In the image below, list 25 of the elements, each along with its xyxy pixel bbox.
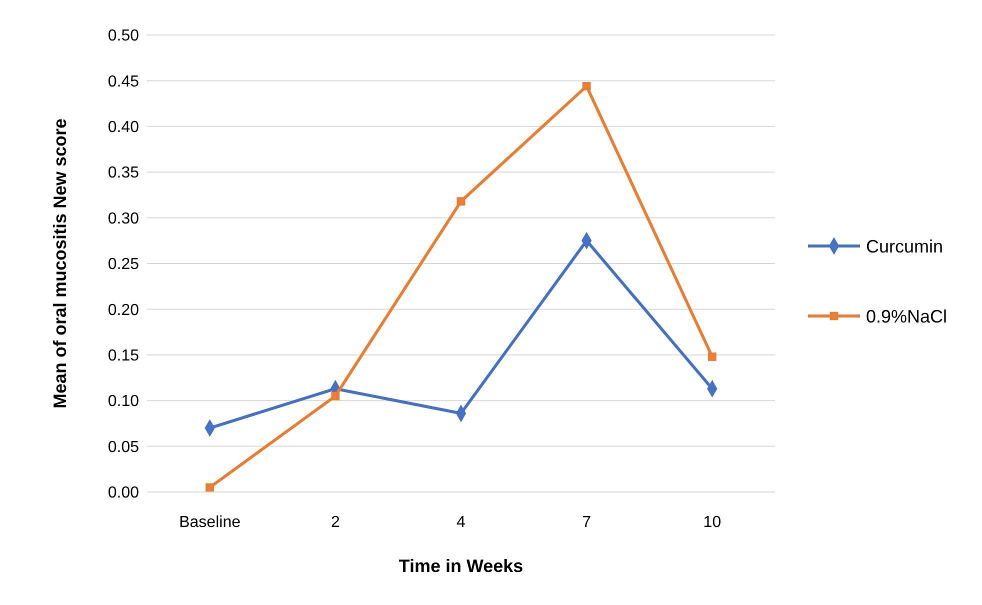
point — [331, 392, 340, 400]
point — [582, 82, 591, 90]
x-tick-label: Baseline — [179, 514, 241, 531]
point — [708, 352, 716, 361]
y-tick-label: 0.25 — [108, 256, 140, 274]
point — [456, 197, 466, 206]
y-tick-label: 0.20 — [108, 302, 140, 319]
x-tick-label: 10 — [703, 514, 722, 531]
y-tick-label: 0.00 — [108, 484, 140, 502]
y-tick-label: 0.30 — [108, 210, 140, 228]
y-tick-label: 0.50 — [108, 28, 140, 45]
legend-label: Curcumin — [866, 236, 944, 256]
x-axis-title: Time in Weeks — [398, 556, 524, 576]
x-tick-label: 4 — [456, 514, 466, 531]
y-tick-label: 0.45 — [108, 73, 140, 90]
legend-label: 0.9%NaCl — [866, 306, 948, 326]
y-tick-label: 0.15 — [108, 348, 140, 364]
y-tick-label: 0.05 — [108, 438, 140, 456]
x-tick-label: 7 — [582, 514, 592, 531]
y-tick-label: 0.40 — [108, 119, 140, 136]
point — [206, 483, 214, 492]
x-tick-label: 2 — [330, 514, 340, 531]
y-tick-label: 0.35 — [108, 164, 140, 182]
y-tick-label: 0.10 — [108, 393, 140, 410]
y-axis-title: Mean of oral mucositis New score — [50, 118, 70, 409]
